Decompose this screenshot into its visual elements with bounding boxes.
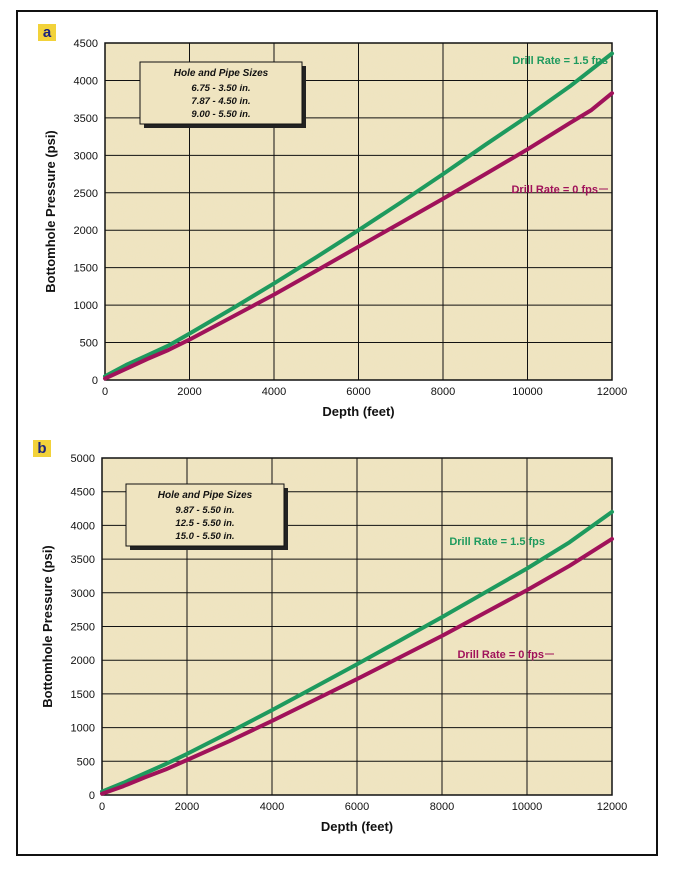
y-tick-label: 2500 [71,622,95,634]
y-tick-label: 3500 [71,554,95,566]
x-tick-label: 0 [99,801,105,813]
panel-letter: b [33,440,51,457]
y-tick-label: 1000 [71,723,95,735]
hole-pipe-sizes-box: Hole and Pipe Sizes 9.87 - 5.50 in. 12.5 -… [125,483,288,550]
x-tick-label: 6000 [345,801,369,813]
panel-letter-background [38,24,56,41]
hole-pipe-size-item: 9.87 - 5.50 in. [175,505,234,516]
x-axis-label: Depth (feet) [321,819,393,834]
chart-panel-b: b 0 2000 4000 6000 8000 10000 12000 0 500 1000 1500… [33,440,627,834]
x-tick-label: 4000 [260,801,284,813]
y-tick-label: 3000 [74,150,98,162]
x-tick-label: 8000 [431,386,455,398]
x-tick-label: 4000 [262,386,286,398]
panel-letter-text: b [37,440,46,457]
x-tick-label: 8000 [430,801,454,813]
y-tick-label: 4000 [71,520,95,532]
series-label: Drill Rate = 1.5 fps [512,55,608,67]
y-tick-label: 500 [80,338,98,350]
hole-pipe-sizes-background [139,61,303,125]
y-tick-label: 2000 [71,655,95,667]
x-tick-label: 12000 [597,386,628,398]
series-line-drill-rate-0 [100,536,614,796]
hole-pipe-size-item: 12.5 - 5.50 in. [175,518,234,529]
hole-pipe-size-item: 9.00 - 5.50 in. [191,109,250,120]
y-tick-label: 4500 [71,487,95,499]
series-label: Drill Rate = 0 fps [511,184,598,196]
panel-letter: a [38,24,56,41]
series-label: Drill Rate = 0 fps [457,649,544,661]
y-tick-label: 3000 [71,588,95,600]
y-tick-label: 2000 [74,225,98,237]
y-tick-label: 0 [89,790,95,802]
x-tick-label: 10000 [512,801,543,813]
y-axis-label: Bottomhole Pressure (psi) [40,545,55,708]
hole-pipe-sizes-box: Hole and Pipe Sizes 6.75 - 3.50 in. 7.87 -… [139,61,306,128]
plot-border [101,457,613,796]
hole-pipe-sizes-title: Hole and Pipe Sizes [174,68,269,79]
x-tick-label: 6000 [346,386,370,398]
x-axis-label: Depth (feet) [322,404,394,419]
series-line-drill-rate-0 [103,91,614,381]
plot-border [104,42,613,381]
series-line-drill-rate-1-5 [100,509,614,794]
y-tick-label: 1000 [74,300,98,312]
panel-letter-background [33,440,51,457]
chart-panel-a: a 0 2000 4000 6000 8000 10000 12000 0 500 1000 1500… [38,24,627,419]
hole-pipe-size-item: 15.0 - 5.50 in. [175,531,234,542]
hole-pipe-size-item: 7.87 - 4.50 in. [191,96,250,107]
y-tick-label: 0 [92,375,98,387]
panel-letter-text: a [43,24,52,41]
y-tick-label: 4500 [74,38,98,50]
x-tick-label: 10000 [512,386,543,398]
y-tick-label: 1500 [74,263,98,275]
hole-pipe-sizes-background [125,483,285,547]
y-tick-label: 5000 [71,453,95,465]
series-label: Drill Rate = 1.5 fps [449,536,545,548]
x-tick-label: 12000 [597,801,628,813]
x-tick-label: 2000 [175,801,199,813]
y-tick-label: 4000 [74,75,98,87]
series-line-drill-rate-1-5 [103,51,614,379]
y-tick-label: 2500 [74,188,98,200]
x-tick-label: 0 [102,386,108,398]
x-tick-label: 2000 [177,386,201,398]
y-tick-label: 500 [77,756,95,768]
y-tick-label: 1500 [71,689,95,701]
y-axis-label: Bottomhole Pressure (psi) [43,130,58,293]
y-tick-label: 3500 [74,113,98,125]
hole-pipe-size-item: 6.75 - 3.50 in. [191,83,250,94]
hole-pipe-sizes-title: Hole and Pipe Sizes [158,490,253,501]
